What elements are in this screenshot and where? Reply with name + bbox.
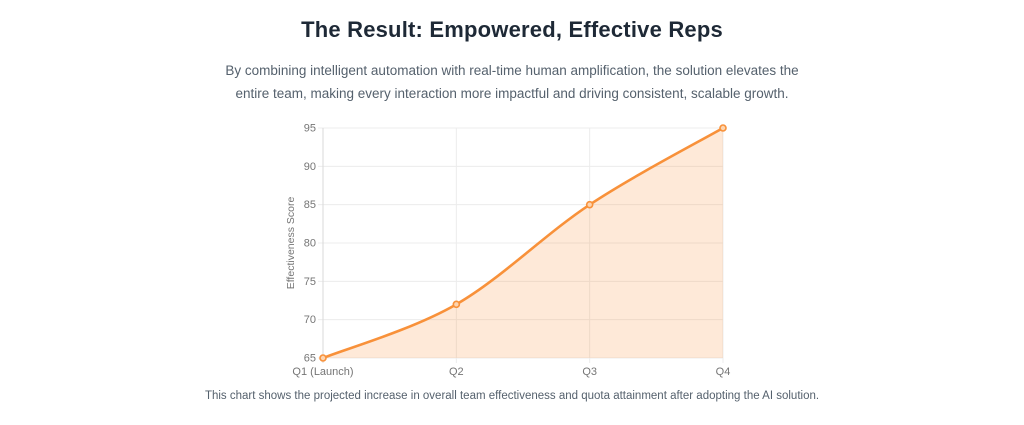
- effectiveness-chart-canvas: 65 70 75 80 85 90 95 Q1 (Launch) Q2 Q3 Q4 Effective…: [285, 123, 731, 379]
- data-point-marker: [585, 200, 594, 209]
- y-axis-tick-label: 85: [304, 199, 316, 211]
- x-axis-tick-label: Q1 (Launch): [292, 366, 353, 378]
- x-axis-tick-label: Q3: [582, 366, 597, 378]
- y-axis-tick-label: 75: [304, 276, 316, 288]
- page-subtitle: By combining intelligent automation with…: [225, 63, 799, 101]
- y-axis-tick-label: 80: [304, 238, 316, 250]
- y-axis-tick-label: 90: [304, 161, 316, 173]
- x-axis-tick-label: Q2: [449, 366, 464, 378]
- x-axis-tick-label: Q4: [716, 366, 731, 378]
- effectiveness-chart: 65 70 75 80 85 90 95 Q1 (Launch) Q2 Q3 Q4 Effective…: [280, 120, 732, 382]
- y-axis-tick-label: 65: [304, 353, 316, 365]
- data-point-marker: [319, 354, 327, 362]
- page-title: The Result: Empowered, Effective Reps: [301, 17, 723, 42]
- y-axis-tick-label: 70: [304, 314, 316, 326]
- y-axis-title: Effectiveness Score: [285, 197, 297, 290]
- y-axis-tick-label: 95: [304, 123, 316, 135]
- data-point-marker: [719, 124, 727, 132]
- chart-caption: This chart shows the projected increase …: [204, 390, 820, 402]
- series-line: [321, 126, 725, 360]
- data-point-marker: [452, 300, 461, 309]
